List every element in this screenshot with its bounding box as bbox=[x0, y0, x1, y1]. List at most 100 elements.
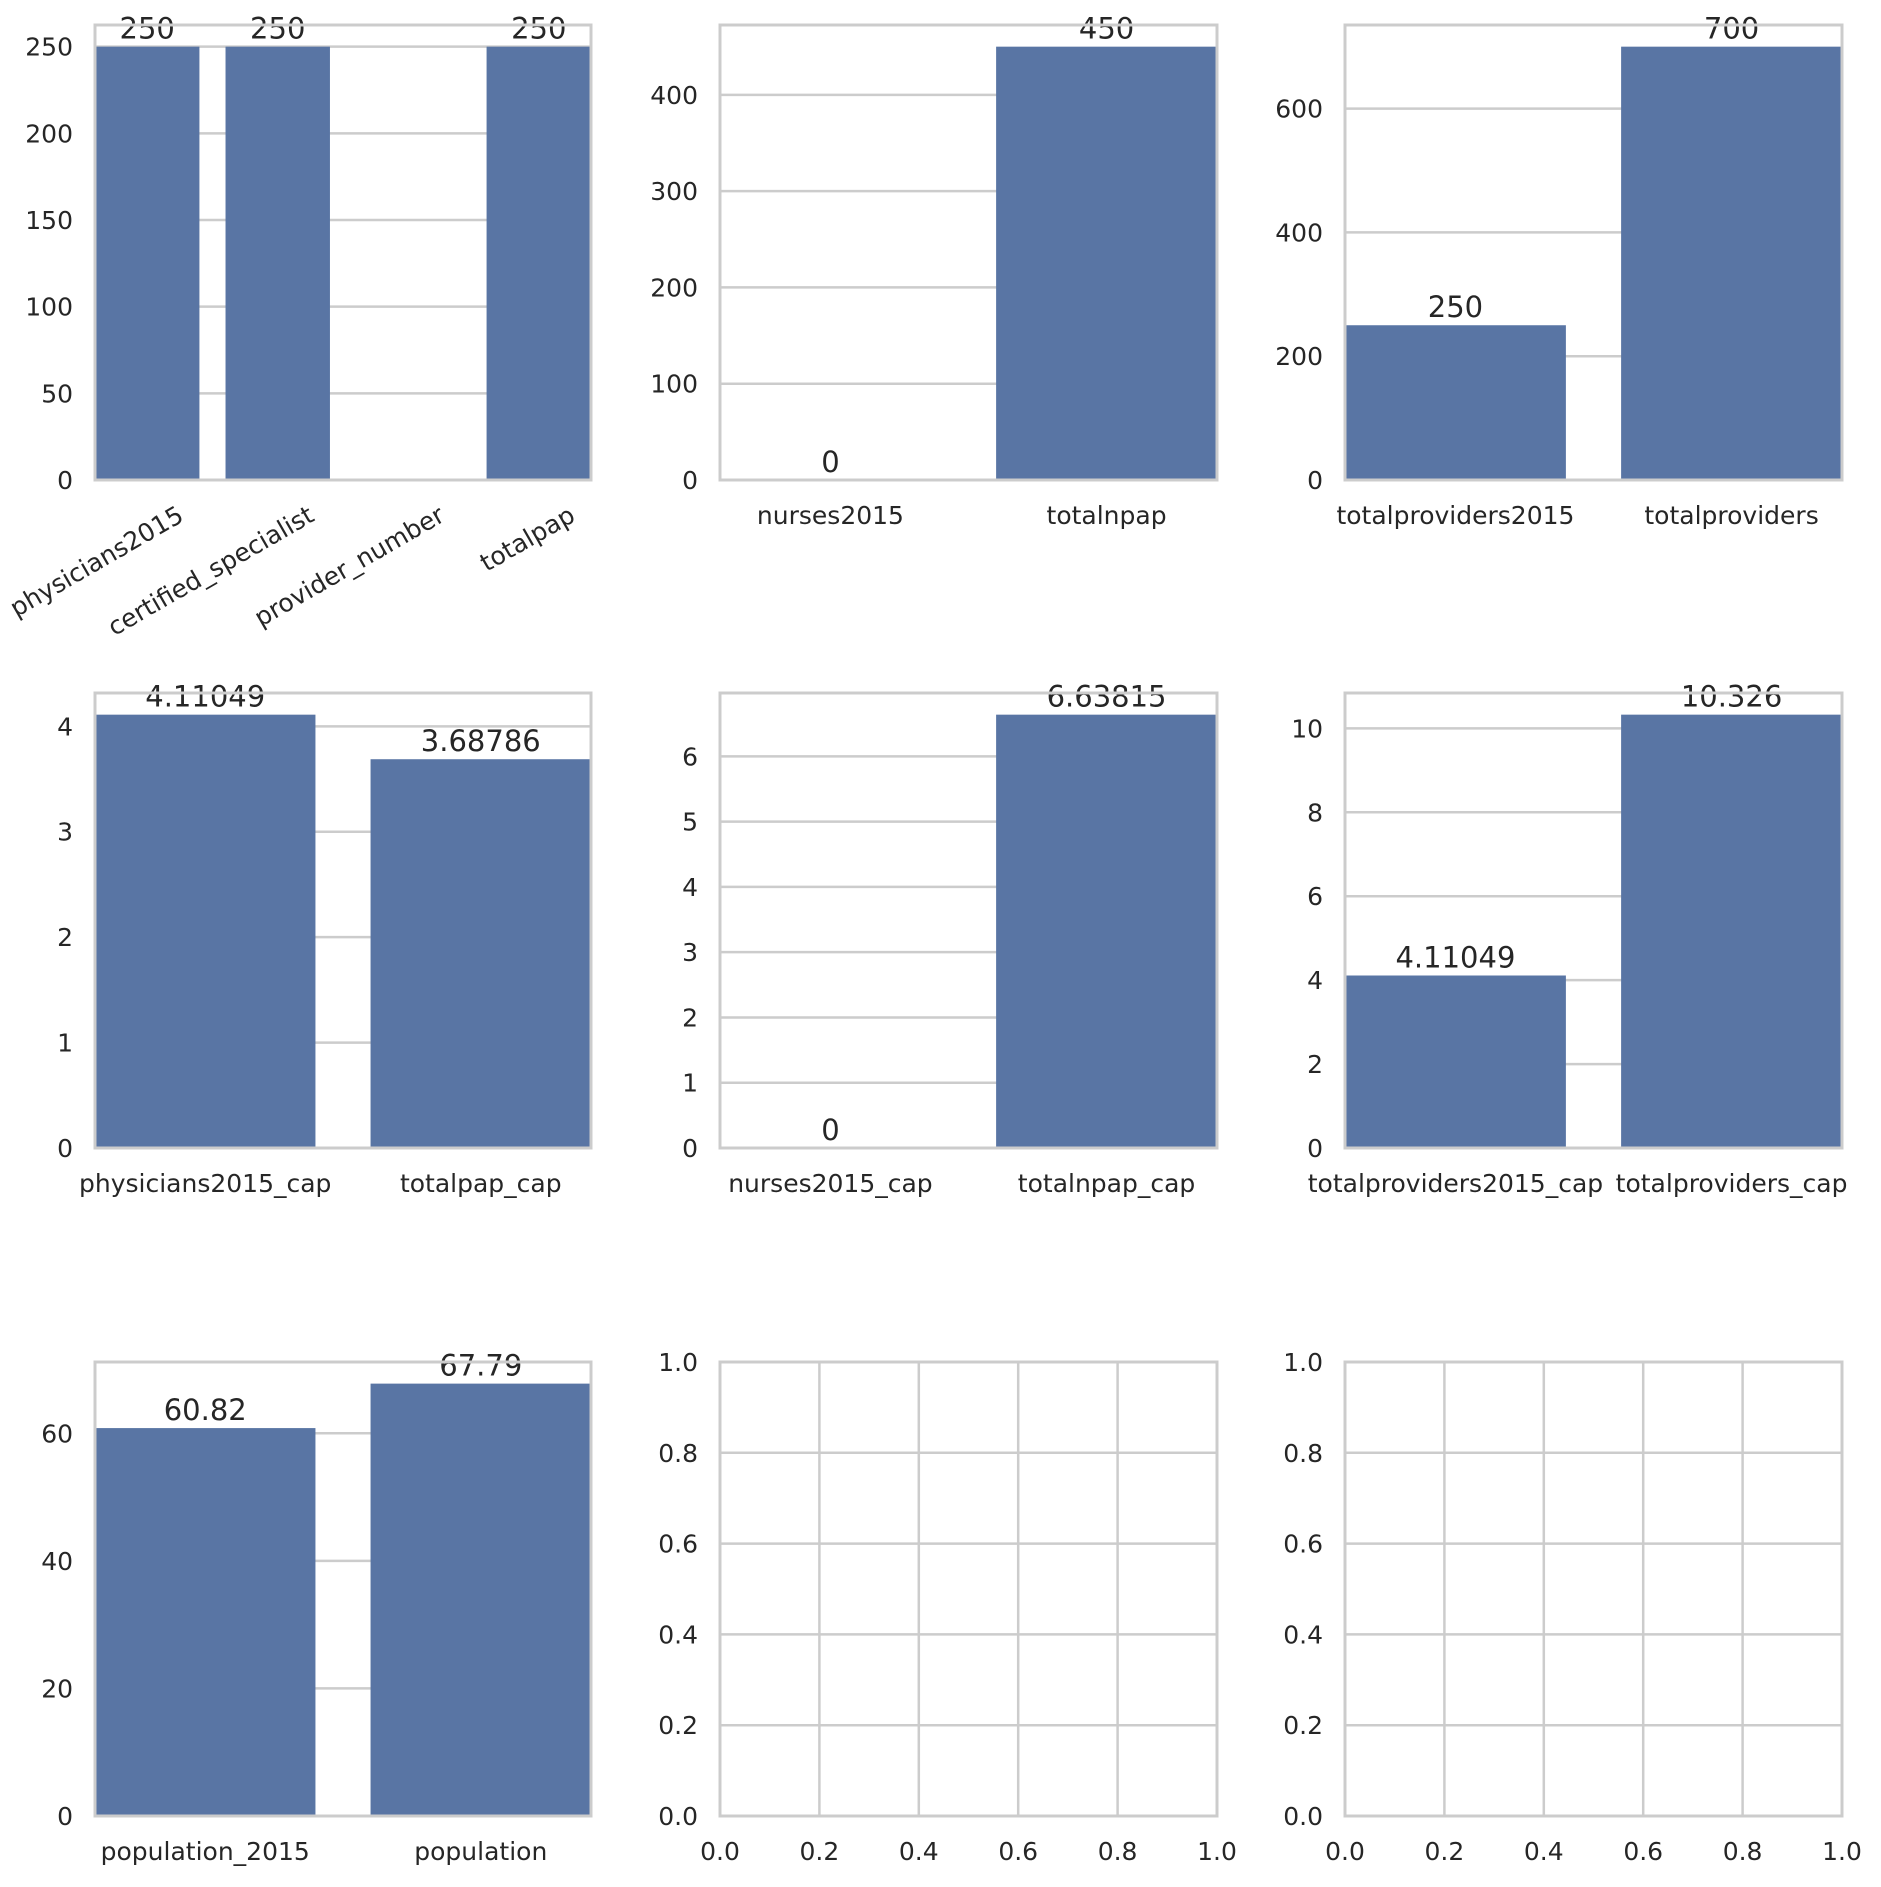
x-tick-label: 0.6 bbox=[1623, 1837, 1663, 1866]
axes-frame bbox=[93, 1360, 593, 1818]
x-tick-label: 0.8 bbox=[1098, 1837, 1138, 1866]
y-tick-label: 0.6 bbox=[1283, 1530, 1323, 1559]
bar-value-label: 700 bbox=[1704, 12, 1759, 46]
y-tick-label: 1.0 bbox=[1283, 1348, 1323, 1377]
x-tick-label: totalnpap_cap bbox=[1018, 1169, 1196, 1198]
y-tick-label: 6 bbox=[1307, 882, 1323, 911]
y-tick-label: 4 bbox=[682, 873, 698, 902]
x-tick-label: 0.0 bbox=[700, 1837, 740, 1866]
bar-value-label: 0 bbox=[821, 445, 839, 479]
y-tick-label: 0 bbox=[1307, 466, 1323, 495]
bar-certified_specialist bbox=[225, 46, 330, 481]
y-tick-label: 400 bbox=[1275, 218, 1323, 247]
x-tick-label: 0.4 bbox=[899, 1837, 939, 1866]
bar-value-label: 60.82 bbox=[164, 1393, 247, 1427]
x-tick-label: totalproviders2015_cap bbox=[1308, 1169, 1603, 1198]
bar-value-label: 3.68786 bbox=[421, 724, 541, 758]
bar-totalproviders2015 bbox=[1345, 325, 1566, 480]
y-tick-label: 150 bbox=[25, 206, 73, 235]
y-tick-label: 20 bbox=[41, 1674, 73, 1703]
subplot-3: 0 200 400 600 250 totalproviders2015 700 totalp… bbox=[1275, 12, 1844, 530]
y-tick-label: 10 bbox=[1291, 714, 1323, 743]
y-tick-label: 0.8 bbox=[658, 1439, 698, 1468]
y-tick-label: 200 bbox=[25, 119, 73, 148]
y-tick-label: 0.4 bbox=[658, 1620, 698, 1649]
bar-totalpap bbox=[486, 46, 591, 481]
subplot-2: 0 100 200 300 400 0 nurses2015 450 totalnpap bbox=[650, 12, 1219, 530]
x-tick-label: 0.2 bbox=[800, 1837, 840, 1866]
y-tick-label: 0 bbox=[57, 466, 73, 495]
x-tick-label: physicians2015_cap bbox=[79, 1169, 331, 1198]
y-tick-label: 2 bbox=[682, 1003, 698, 1032]
y-tick-label: 300 bbox=[650, 177, 698, 206]
bar-totalproviders_cap bbox=[1621, 714, 1842, 1148]
bar-value-label: 450 bbox=[1079, 12, 1134, 46]
y-tick-label: 6 bbox=[682, 742, 698, 771]
y-tick-label: 0.8 bbox=[1283, 1439, 1323, 1468]
y-tick-label: 0.2 bbox=[658, 1711, 698, 1740]
subplot-4: 0 1 2 3 4 4.11049 physicians2015_cap 3.68786 tot… bbox=[57, 680, 593, 1198]
subplot-7: 0 20 40 60 60.82 population_2015 67.79 populati… bbox=[41, 1349, 593, 1866]
x-tick-label: totalproviders_cap bbox=[1616, 1169, 1848, 1198]
subplot-5: 0 1 2 3 4 5 6 0 nurses2015_cap 6.63815 totalnpap_c… bbox=[682, 680, 1219, 1198]
y-tick-label: 400 bbox=[650, 81, 698, 110]
y-tick-label: 0 bbox=[57, 1134, 73, 1163]
bar-totalpap_cap bbox=[370, 759, 591, 1148]
bar-value-label: 250 bbox=[511, 12, 566, 46]
bar-value-label: 6.63815 bbox=[1047, 680, 1167, 714]
y-tick-label: 0.0 bbox=[658, 1802, 698, 1831]
axes-frame bbox=[93, 691, 593, 1150]
bar-totalnpap_cap bbox=[996, 714, 1217, 1148]
y-tick-label: 0 bbox=[682, 466, 698, 495]
x-tick-label: totalnpap bbox=[1047, 501, 1167, 530]
bar-totalproviders2015_cap bbox=[1345, 975, 1566, 1148]
axes-frame bbox=[1343, 691, 1844, 1150]
y-tick-label: 0 bbox=[57, 1802, 73, 1831]
x-tick-label: 0.8 bbox=[1723, 1837, 1763, 1866]
axes-frame bbox=[93, 23, 593, 482]
y-tick-label: 1 bbox=[682, 1069, 698, 1098]
y-tick-label: 3 bbox=[682, 938, 698, 967]
x-tick-label: 0.0 bbox=[1325, 1837, 1365, 1866]
axes-frame bbox=[1343, 23, 1844, 482]
y-tick-label: 50 bbox=[41, 379, 73, 408]
subplot-1: 050100150200250250physicians2015250certi… bbox=[5, 12, 593, 642]
y-tick-label: 1.0 bbox=[658, 1348, 698, 1377]
y-tick-label: 1 bbox=[57, 1029, 73, 1058]
x-tick-label: 1.0 bbox=[1822, 1837, 1862, 1866]
x-tick-label: totalproviders bbox=[1644, 501, 1818, 530]
bar-population_2015 bbox=[95, 1428, 316, 1816]
bar-totalnpap bbox=[996, 46, 1217, 481]
bar-value-label: 67.79 bbox=[439, 1349, 522, 1383]
y-tick-label: 0 bbox=[1307, 1134, 1323, 1163]
axes-frame bbox=[1343, 1360, 1844, 1818]
bar-value-label: 4.11049 bbox=[145, 680, 265, 714]
bar-value-label: 250 bbox=[1428, 290, 1483, 324]
y-tick-label: 4 bbox=[57, 712, 73, 741]
axes-frame bbox=[718, 1360, 1219, 1818]
subplot-9: 0.0 0.2 0.4 0.6 0.8 1.0 0.0 0.2 0.4 0.6 0.8 1.0 bbox=[1283, 1348, 1862, 1866]
bar-physicians2015_cap bbox=[95, 714, 316, 1148]
bar-value-label: 250 bbox=[250, 12, 305, 46]
axes-frame bbox=[718, 23, 1219, 482]
y-tick-label: 60 bbox=[41, 1419, 73, 1448]
x-tick-label: nurses2015 bbox=[757, 501, 904, 530]
y-tick-label: 2 bbox=[57, 923, 73, 952]
subplot-8: 0.0 0.2 0.4 0.6 0.8 1.0 0.0 0.2 0.4 0.6 0.8 1.0 bbox=[658, 1348, 1237, 1866]
y-tick-label: 0.6 bbox=[658, 1530, 698, 1559]
y-tick-label: 600 bbox=[1275, 95, 1323, 124]
x-tick-label: totalproviders2015 bbox=[1336, 501, 1574, 530]
x-tick-label: 1.0 bbox=[1197, 1837, 1237, 1866]
bar-physicians2015 bbox=[95, 46, 200, 481]
y-tick-label: 0.2 bbox=[1283, 1711, 1323, 1740]
x-tick-label: 0.2 bbox=[1425, 1837, 1465, 1866]
y-tick-label: 0 bbox=[682, 1134, 698, 1163]
y-tick-label: 200 bbox=[1275, 342, 1323, 371]
x-tick-label: 0.4 bbox=[1524, 1837, 1564, 1866]
bar-value-label: 0 bbox=[821, 1113, 839, 1147]
y-tick-label: 40 bbox=[41, 1547, 73, 1576]
x-tick-label: totalpap_cap bbox=[400, 1169, 562, 1198]
bar-value-label: 250 bbox=[120, 12, 175, 46]
y-tick-label: 100 bbox=[650, 370, 698, 399]
